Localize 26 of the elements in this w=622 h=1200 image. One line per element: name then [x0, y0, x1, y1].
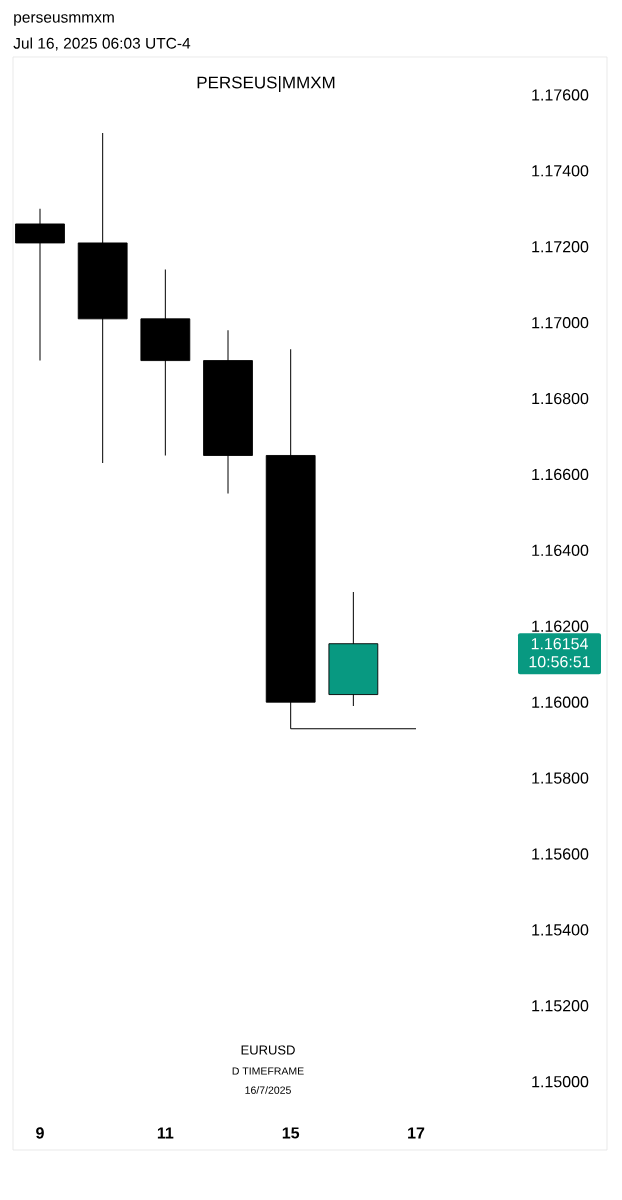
y-tick-label: 1.16800	[532, 392, 589, 405]
text: 10:56:51	[529, 656, 590, 668]
x-tick-label: 15	[282, 1127, 300, 1139]
annotation: 16/7/2025	[245, 1086, 291, 1094]
text: 1.16154	[531, 638, 588, 650]
y-tick-label: 1.15000	[532, 1076, 589, 1088]
text: perseusmmxm	[14, 14, 114, 26]
y-tick-label: 1.15600	[532, 848, 589, 860]
x-tick-label: 9	[36, 1127, 44, 1139]
x-tick-label: 17	[408, 1127, 425, 1139]
y-tick-label: 1.17000	[532, 316, 589, 329]
text: Jul 16, 2025 06:03 UTC-4	[13, 37, 191, 51]
y-tick-label: 1.17200	[532, 241, 589, 253]
y-tick-label: 1.15200	[532, 1000, 589, 1012]
x-tick-label: 11	[157, 1127, 174, 1139]
y-tick-label: 1.15400	[532, 924, 589, 936]
y-tick-label: 1.17400	[532, 165, 589, 177]
y-tick-label: 1.16600	[532, 468, 589, 481]
annotation: EURUSD	[241, 1045, 295, 1055]
y-tick-label: 1.15800	[532, 772, 589, 784]
y-tick-label: 1.16400	[532, 544, 589, 557]
y-tick-label: 1.17600	[532, 89, 589, 101]
y-tick-label: 1.16200	[532, 620, 589, 632]
y-tick-label: 1.16000	[532, 696, 589, 708]
annotation: D TIMEFRAME	[232, 1067, 304, 1075]
text: PERSEUS|MMXM	[197, 76, 335, 92]
